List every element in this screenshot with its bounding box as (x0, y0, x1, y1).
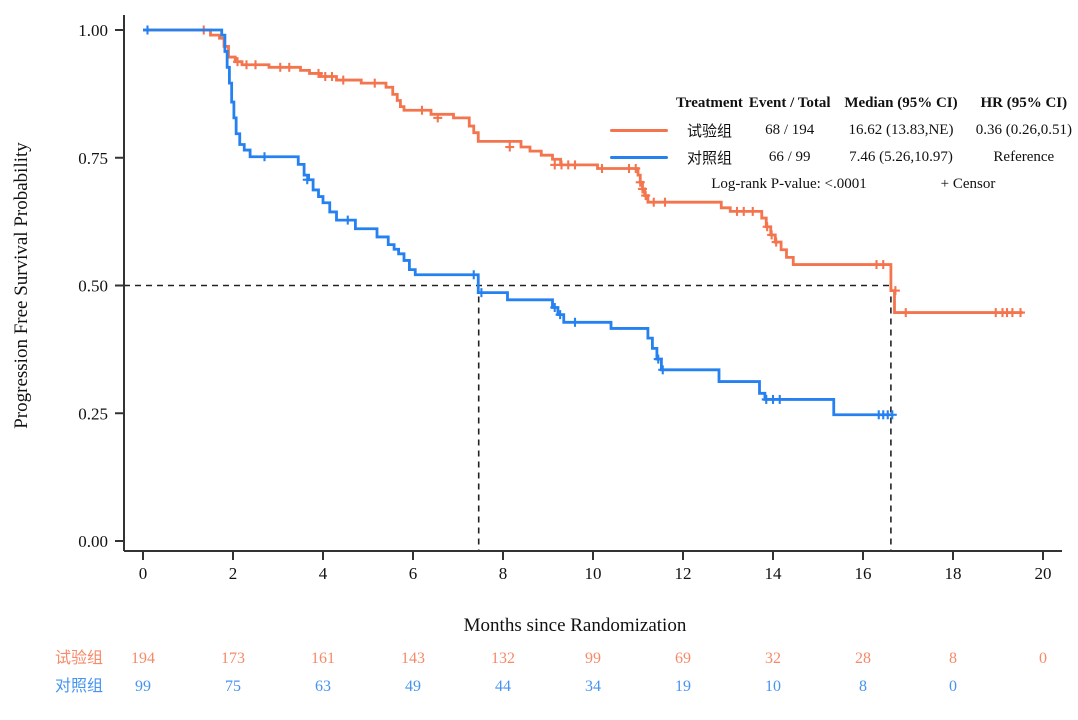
risk-count: 44 (495, 678, 511, 695)
legend-header-treatment: Treatment (675, 95, 743, 111)
x-tick-label: 18 (945, 564, 962, 583)
control-curve-group (143, 25, 897, 420)
x-tick-label: 4 (319, 564, 328, 583)
risk-count: 143 (401, 650, 425, 667)
risk-count: 34 (585, 678, 601, 695)
y-tick-label: 0.25 (78, 404, 108, 423)
risk-count: 19 (675, 678, 691, 695)
legend-header-median: Median (95% CI) (844, 95, 958, 111)
legend-control-hr: Reference (993, 149, 1055, 165)
x-tick-label: 2 (229, 564, 238, 583)
risk-count: 161 (311, 650, 335, 667)
axes (115, 15, 1062, 560)
x-axis-label: Months since Randomization (464, 615, 687, 636)
x-tick-label: 0 (139, 564, 148, 583)
legend-control-event-total: 66 / 99 (768, 149, 811, 165)
y-tick-label: 1.00 (78, 21, 108, 40)
censor-marks (143, 25, 897, 420)
risk-row-label: 试验组 (55, 649, 103, 667)
risk-count: 28 (855, 650, 871, 667)
legend-header-row: Treatment Event / Total Median (95% CI) … (604, 90, 1078, 117)
x-tick-label: 6 (409, 564, 418, 583)
tick-labels: 0 2 4 6 8 10 12 14 16 18 20 0.00 0.25 0.50 0.75 1.00 (78, 21, 1051, 583)
x-tick-label: 8 (499, 564, 508, 583)
risk-count: 8 (949, 650, 957, 667)
logrank-pvalue: Log-rank P-value: <.0001 (711, 176, 867, 192)
treatment-curve-group (143, 25, 1025, 318)
risk-row-label: 对照组 (55, 677, 103, 695)
censor-note: + Censor (940, 176, 996, 192)
risk-count: 10 (765, 678, 781, 695)
legend-control-name: 对照组 (686, 151, 732, 167)
control-survival-curve (143, 28, 893, 417)
censor-marks (199, 25, 1025, 318)
legend-table: Treatment Event / Total Median (95% CI) … (604, 90, 1078, 198)
risk-count: 49 (405, 678, 421, 695)
risk-count: 63 (315, 678, 331, 695)
treatment-line-swatch (604, 129, 672, 132)
risk-count: 0 (1039, 650, 1047, 667)
risk-count: 99 (135, 678, 151, 695)
legend-footer-row: Log-rank P-value: <.0001 + Censor (604, 171, 1078, 198)
legend-treatment-hr: 0.36 (0.26,0.51) (975, 122, 1072, 138)
risk-table: 试验组 194 173 161 143 132 99 69 32 28 8 0 对照组 99 75 63 49 4… (55, 649, 1047, 695)
risk-count: 8 (859, 678, 867, 695)
legend-row-treatment-arm: 试验组 68 / 194 16.62 (13.83,NE) 0.36 (0.26… (604, 117, 1078, 144)
legend-header-event-total: Event / Total (748, 95, 831, 111)
y-axis-label: Progression Free Survival Probability (11, 142, 32, 429)
risk-count: 99 (585, 650, 601, 667)
y-tick-label: 0.00 (78, 532, 108, 551)
x-tick-label: 20 (1035, 564, 1052, 583)
legend-row-control-arm: 对照组 66 / 99 7.46 (5.26,10.97) Reference (604, 144, 1078, 171)
risk-count: 69 (675, 650, 691, 667)
x-tick-label: 16 (855, 564, 872, 583)
legend-treatment-median: 16.62 (13.83,NE) (848, 122, 954, 138)
x-tick-label: 10 (585, 564, 602, 583)
x-tick-label: 12 (675, 564, 692, 583)
risk-count: 75 (225, 678, 241, 695)
x-tick-label: 14 (765, 564, 783, 583)
y-tick-label: 0.50 (78, 277, 108, 296)
legend-header-hr: HR (95% CI) (980, 95, 1068, 111)
legend-control-median: 7.46 (5.26,10.97) (849, 149, 953, 165)
risk-count: 173 (221, 650, 245, 667)
reference-lines (124, 284, 892, 551)
risk-count: 32 (765, 650, 781, 667)
control-line-swatch (604, 156, 672, 159)
risk-count: 194 (131, 650, 155, 667)
risk-count: 132 (491, 650, 515, 667)
y-tick-label: 0.75 (78, 149, 108, 168)
legend-treatment-name: 试验组 (686, 124, 732, 140)
legend-treatment-event-total: 68 / 194 (765, 122, 815, 138)
risk-count: 0 (949, 678, 957, 695)
